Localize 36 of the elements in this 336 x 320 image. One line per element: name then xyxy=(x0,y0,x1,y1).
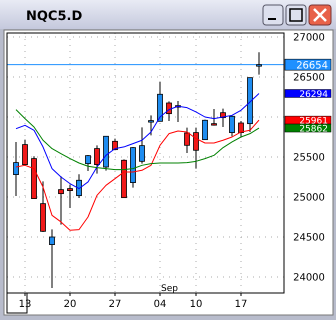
line-series xyxy=(16,109,260,170)
annotation: Sep xyxy=(161,284,178,294)
candlestick xyxy=(22,139,28,166)
x-tick-label: 20 xyxy=(64,299,76,310)
x-tick-label: 17 xyxy=(234,299,248,310)
y-tick-label: 25000 xyxy=(293,192,325,204)
candlestick xyxy=(58,176,64,226)
candlestick xyxy=(85,154,91,172)
y-tick-label: 26500 xyxy=(293,72,325,84)
candlestick xyxy=(256,52,262,76)
candlestick xyxy=(193,127,199,170)
candlestick xyxy=(94,144,100,174)
candlestick xyxy=(166,100,172,122)
y-tick-label: 25500 xyxy=(293,152,325,164)
candlestick xyxy=(229,115,235,137)
candlestick xyxy=(67,184,73,208)
candlestick xyxy=(112,138,118,151)
y-tick-label: 24000 xyxy=(293,272,325,284)
candlestick xyxy=(49,228,55,288)
x-tick-label: 27 xyxy=(108,299,122,310)
y-tick-label: 27000 xyxy=(293,32,325,44)
text: 25862 xyxy=(299,124,328,134)
y-tick-label: 24500 xyxy=(293,232,325,244)
text: 26294 xyxy=(299,90,328,100)
ref-line-label: 26654 xyxy=(296,60,328,72)
candlestick xyxy=(202,119,208,140)
candlestick xyxy=(139,126,145,164)
x-tick-label: 10 xyxy=(190,299,202,310)
candlestick xyxy=(238,120,244,138)
chart-title: NQC5.D xyxy=(26,9,82,24)
candlestick xyxy=(76,174,82,198)
candlestick xyxy=(13,141,19,196)
candlestick xyxy=(211,108,217,126)
x-tick-label: 04 xyxy=(154,299,166,310)
candlestick xyxy=(148,114,154,136)
candlestick xyxy=(184,127,190,154)
